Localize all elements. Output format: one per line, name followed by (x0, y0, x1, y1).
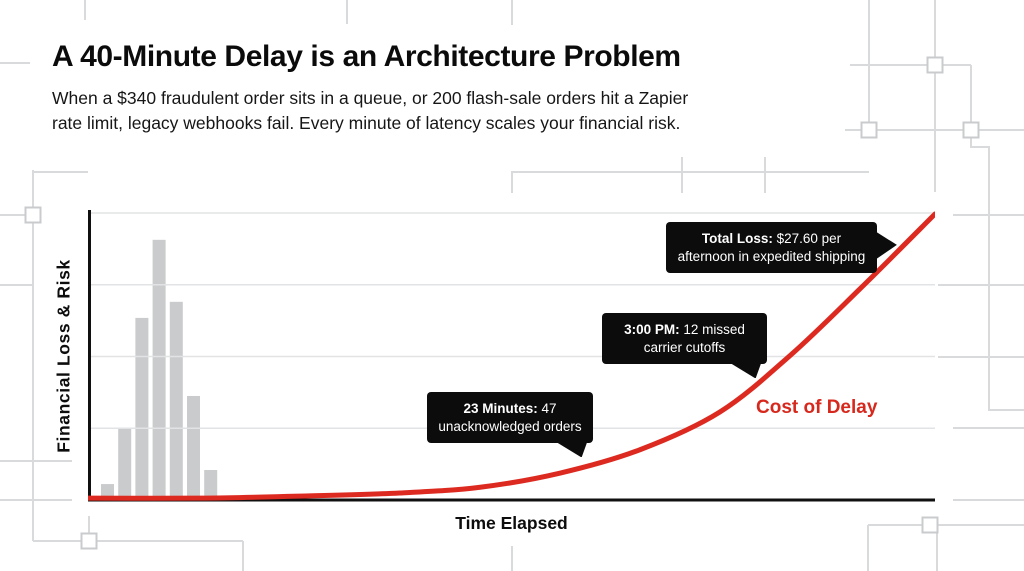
circuit-node (24, 206, 42, 224)
annotation-text: 12 missed carrier cutoffs (643, 322, 745, 355)
annotation-text: $27.60 per afternoon in expedited shippi… (677, 231, 866, 264)
histogram-bar (204, 470, 218, 499)
x-axis-label: Time Elapsed (455, 513, 568, 533)
annotation-callout: 3:00 PM: 12 missed carrier cutoffs (602, 313, 767, 364)
y-axis-label: Financial Loss & Risk (53, 259, 74, 453)
plot-canvas (88, 210, 935, 502)
cost-of-delay-curve (88, 211, 935, 501)
histogram-bar (135, 317, 149, 499)
histogram-bar (118, 428, 132, 499)
subtitle-line-2: rate limit, legacy webhooks fail. Every … (52, 112, 681, 133)
annotation-lead: 3:00 PM: (624, 322, 680, 337)
circuit-node (926, 56, 944, 74)
circuit-node (80, 532, 98, 550)
annotation-callout: 23 Minutes: 47 unacknowledged orders (427, 392, 593, 443)
annotation-text: 47 unacknowledged orders (438, 401, 582, 434)
circuit-node (962, 121, 980, 139)
annotation-callout: Total Loss: $27.60 per afternoon in expe… (666, 222, 877, 273)
page-subtitle: When a $340 fraudulent order sits in a q… (52, 86, 688, 135)
histogram-bar (101, 484, 114, 499)
histogram-bar (187, 395, 200, 499)
annotation-lead: Total Loss: (701, 231, 773, 246)
subtitle-line-1: When a $340 fraudulent order sits in a q… (52, 88, 689, 108)
circuit-node (860, 121, 878, 139)
curve-label: Cost of Delay (756, 397, 878, 418)
header: A 40-Minute Delay is an Architecture Pro… (52, 40, 688, 135)
histogram-bar (169, 301, 183, 499)
page-title: A 40-Minute Delay is an Architecture Pro… (52, 40, 681, 73)
histogram-bar (152, 239, 166, 500)
annotation-lead: 23 Minutes: (463, 401, 538, 416)
circuit-node (921, 516, 939, 534)
